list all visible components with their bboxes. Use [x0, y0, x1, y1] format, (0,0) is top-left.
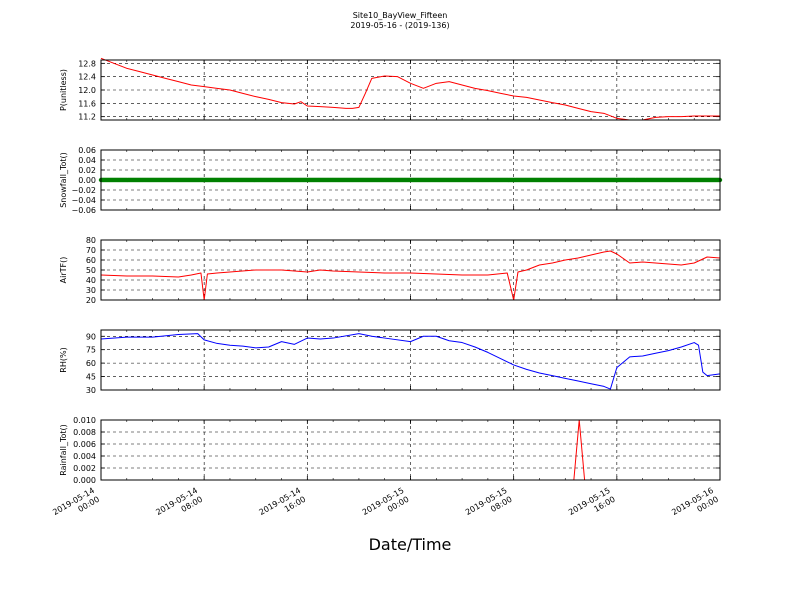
y-tick-label: 11.6 — [78, 99, 96, 108]
y-axis-label: AirTF() — [59, 257, 68, 284]
plot-frame — [100, 329, 721, 391]
x-tick-label: 2019-05-1408:00 — [154, 486, 204, 526]
x-tick-label: 2019-05-1516:00 — [567, 486, 617, 526]
y-tick-label: 30 — [86, 286, 96, 295]
y-tick-label: 90 — [86, 332, 96, 341]
series-line — [100, 250, 721, 301]
y-tick-label: 0.006 — [73, 440, 96, 449]
x-axis-label: Date/Time — [368, 535, 452, 554]
y-tick-label: 12.4 — [78, 73, 96, 82]
x-tick-label: 2019-05-1508:00 — [464, 486, 514, 526]
y-axis-label: RH(%) — [59, 347, 68, 372]
plot-frame — [100, 59, 721, 121]
y-tick-label: 20 — [86, 296, 96, 305]
y-tick-label: 0.002 — [73, 464, 96, 473]
y-tick-label: 0.02 — [78, 166, 96, 175]
y-tick-label: 12.0 — [78, 86, 96, 95]
y-tick-label: 12.8 — [78, 59, 96, 68]
y-axis-label: P(unitless) — [59, 69, 68, 111]
y-axis-label: Snowfall_Tot() — [59, 152, 68, 208]
x-tick-label: 2019-05-1416:00 — [258, 486, 308, 526]
y-tick-label: 45 — [86, 373, 96, 382]
chart-subtitle: 2019-05-16 - (2019-136) — [350, 21, 450, 30]
y-tick-label: 11.2 — [78, 113, 96, 122]
y-tick-label: 0.004 — [73, 452, 96, 461]
x-tick-label: 2019-05-1500:00 — [361, 486, 411, 526]
plot-frame — [100, 239, 721, 301]
y-tick-label: 0.010 — [73, 416, 96, 425]
series-line — [100, 333, 721, 390]
series-line — [100, 57, 720, 121]
y-tick-label: −0.06 — [71, 206, 96, 215]
y-tick-label: 60 — [86, 256, 96, 265]
subplot-1: 11.2 11.6 12.0 12.4 12.8 P(unitless) — [59, 57, 721, 122]
y-tick-label: 0.000 — [73, 476, 96, 485]
y-tick-label: 50 — [86, 266, 96, 275]
y-tick-label: 0.008 — [73, 428, 96, 437]
subplot-2: −0.06−0.04−0.020.000.020.040.06 Snowfall_… — [59, 146, 723, 215]
x-tick-label: 2019-05-1400:00 — [51, 486, 101, 526]
y-tick-label: 0.04 — [78, 156, 96, 165]
chart-title: Site10_BayView_Fifteen — [352, 11, 448, 20]
y-tick-label: 30 — [86, 386, 96, 395]
y-tick-label: 0.00 — [78, 176, 96, 185]
y-tick-label: 80 — [86, 236, 96, 245]
y-tick-label: 60 — [86, 359, 96, 368]
y-tick-label: −0.02 — [71, 186, 96, 195]
y-tick-label: 70 — [86, 246, 96, 255]
plot-frame — [100, 419, 721, 481]
x-tick-label: 2019-05-1600:00 — [670, 486, 720, 526]
subplot-4: 30 45 60 75 90 RH(%) — [59, 329, 721, 395]
plot-frame — [100, 149, 721, 211]
subplot-5: 0.000 0.002 0.004 0.006 0.008 0.010 Rainfall_T… — [59, 416, 721, 485]
y-tick-label: 75 — [86, 346, 96, 355]
y-tick-label: −0.04 — [71, 196, 96, 205]
y-tick-label: 0.06 — [78, 146, 96, 155]
y-axis-label: Rainfall_Tot() — [59, 424, 68, 476]
y-tick-label: 40 — [86, 276, 96, 285]
